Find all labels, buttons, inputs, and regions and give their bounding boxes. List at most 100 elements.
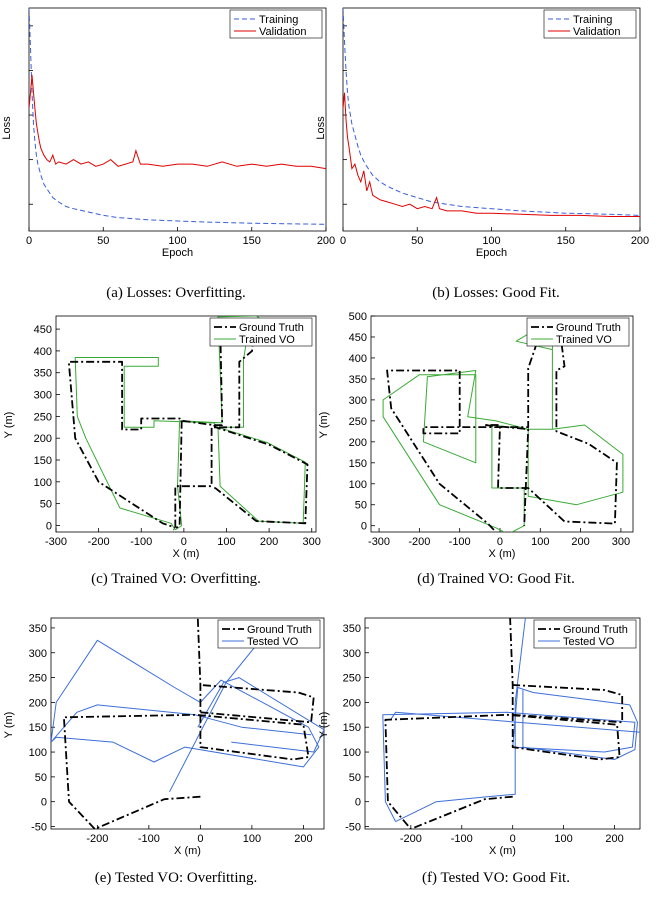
y-tick-label: 50	[355, 500, 367, 512]
x-tick-label: -100	[451, 833, 473, 845]
y-tick-label: 200	[349, 437, 367, 449]
y-tick-label: 100	[29, 747, 47, 759]
x-tick-label: -200	[88, 536, 110, 548]
x-tick-label: 200	[294, 833, 312, 845]
y-tick-label: 50	[35, 772, 47, 784]
x-tick-label: 300	[612, 536, 630, 548]
series-line-ground-truth	[384, 618, 621, 829]
y-tick-label: 250	[29, 673, 47, 685]
series-line-validation	[343, 92, 640, 217]
y-tick-label: 50	[349, 772, 361, 784]
series-line-tested-vo	[395, 618, 526, 823]
series-line-training	[343, 8, 640, 216]
y-tick-label: 150	[29, 722, 47, 734]
x-tick-label: 200	[631, 235, 649, 247]
panel-f: -200 -100 0 100 200 -50 0 50 100 150 200 250 300 350 X…	[318, 617, 641, 886]
x-tick-label: -100	[449, 536, 471, 548]
axes-frame	[50, 617, 325, 830]
x-tick-label: 100	[554, 833, 572, 845]
y-tick-label: 500	[349, 311, 367, 323]
panel-caption: (d) Trained VO: Good Fit.	[417, 571, 575, 587]
series-line-tested-vo	[51, 704, 312, 743]
series-line-ground-truth	[63, 618, 310, 829]
y-tick-label: 250	[34, 411, 52, 423]
y-tick-label: 250	[349, 416, 367, 428]
legend-label: Trained VO	[556, 334, 612, 346]
y-axis-label: Y (m)	[3, 412, 15, 439]
axes-frame	[370, 315, 634, 533]
y-tick-label: 350	[29, 623, 47, 635]
axes-frame	[28, 7, 327, 232]
y-tick-label: 200	[29, 697, 47, 709]
series-line-tested-vo	[51, 639, 320, 768]
x-axis-label: Epoch	[476, 247, 507, 259]
x-tick-label: 100	[482, 235, 500, 247]
y-axis-label: Y (m)	[318, 712, 330, 739]
y-tick-label: 0	[46, 520, 52, 532]
y-tick-label: 300	[349, 395, 367, 407]
x-tick-label: 300	[303, 536, 321, 548]
panel-caption: (f) Tested VO: Good Fit.	[422, 870, 570, 886]
y-tick-label: 150	[349, 458, 367, 470]
legend	[533, 619, 637, 649]
axes-frame	[55, 315, 317, 533]
legend-label: Tested VO	[247, 636, 299, 648]
y-tick-label: 0	[41, 797, 47, 809]
series-line-training	[29, 8, 326, 225]
x-tick-label: 0	[197, 833, 203, 845]
series-line-tested-vo	[197, 677, 324, 753]
y-tick-label: 350	[343, 623, 361, 635]
x-tick-label: -200	[86, 833, 108, 845]
series-line-tested-vo	[382, 687, 638, 822]
x-tick-label: -100	[130, 536, 152, 548]
y-tick-label: 400	[349, 353, 367, 365]
y-axis-label: Y (m)	[3, 712, 15, 739]
x-tick-label: -200	[400, 833, 422, 845]
y-tick-label: 450	[349, 332, 367, 344]
legend-label: Ground Truth	[247, 624, 312, 636]
x-tick-label: 100	[531, 536, 549, 548]
x-axis-label: Epoch	[162, 247, 193, 259]
panel-caption: (e) Tested VO: Overfitting.	[95, 870, 258, 886]
y-tick-label: 300	[29, 648, 47, 660]
legend	[209, 317, 313, 347]
x-tick-label: 150	[243, 235, 261, 247]
series-line-validation	[29, 74, 326, 170]
panel-caption: (a) Losses: Overfitting.	[106, 285, 246, 301]
x-tick-label: -200	[408, 536, 430, 548]
series-line-ground-truth	[172, 420, 183, 531]
y-tick-label: 100	[34, 477, 52, 489]
panel-caption: (c) Trained VO: Overfitting.	[91, 571, 261, 587]
y-tick-label: 350	[349, 374, 367, 386]
y-tick-label: 350	[34, 368, 52, 380]
x-tick-label: 200	[571, 536, 589, 548]
y-tick-label: 300	[343, 648, 361, 660]
y-tick-label: 450	[34, 324, 52, 336]
y-tick-label: 150	[343, 722, 361, 734]
x-tick-label: 100	[168, 235, 186, 247]
y-axis-label: Y (m)	[318, 412, 330, 439]
y-tick-label: -50	[31, 822, 47, 834]
x-tick-label: 200	[260, 536, 278, 548]
panel-c: -300 -200 -100 0 100 200 300 0 50 100 150 200 250 300…	[3, 315, 321, 587]
axes-frame	[342, 7, 641, 232]
x-tick-label: -300	[45, 536, 67, 548]
legend-label: Validation	[259, 26, 307, 38]
y-tick-label: 100	[349, 479, 367, 491]
x-tick-label: 50	[411, 235, 423, 247]
y-axis-label: Loss	[1, 116, 13, 140]
legend-label: Training	[259, 14, 298, 26]
series-line-trained-vo	[382, 323, 624, 532]
legend-label: Training	[573, 14, 612, 26]
legend-label: Validation	[573, 26, 621, 38]
x-tick-label: 0	[26, 235, 32, 247]
y-tick-label: 200	[34, 433, 52, 445]
y-tick-label: 300	[34, 390, 52, 402]
legend-label: Trained VO	[239, 334, 295, 346]
y-tick-label: 200	[343, 697, 361, 709]
series-line-ground-truth	[67, 319, 256, 529]
x-axis-label: X (m)	[489, 548, 516, 560]
legend	[217, 619, 321, 649]
